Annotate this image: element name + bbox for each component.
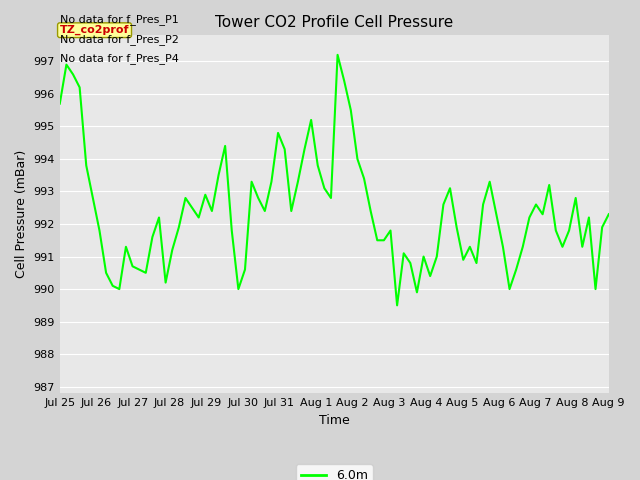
- Title: Tower CO2 Profile Cell Pressure: Tower CO2 Profile Cell Pressure: [215, 15, 453, 30]
- Text: TZ_co2prof: TZ_co2prof: [60, 25, 129, 36]
- Legend: 6.0m: 6.0m: [296, 464, 372, 480]
- Text: No data for f_Pres_P2: No data for f_Pres_P2: [60, 34, 179, 45]
- Text: No data for f_Pres_P1: No data for f_Pres_P1: [60, 14, 179, 25]
- Text: No data for f_Pres_P4: No data for f_Pres_P4: [60, 53, 179, 64]
- Y-axis label: Cell Pressure (mBar): Cell Pressure (mBar): [15, 150, 28, 278]
- X-axis label: Time: Time: [319, 414, 349, 427]
